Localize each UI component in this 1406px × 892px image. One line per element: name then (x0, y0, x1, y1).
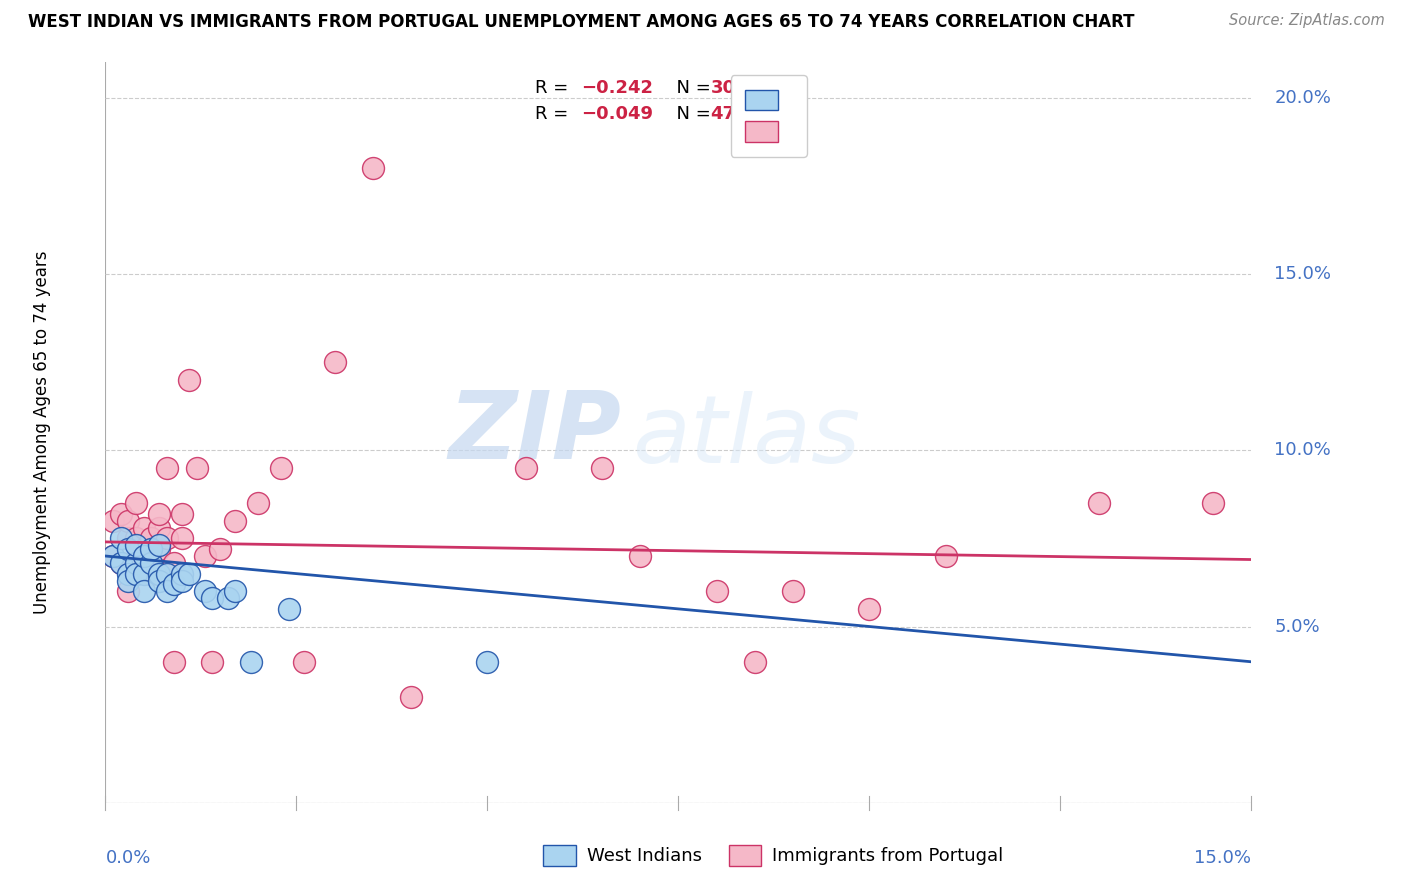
Point (125, 532, 148, 546)
Text: 10.0%: 10.0% (1274, 442, 1331, 459)
Text: −0.242: −0.242 (581, 79, 652, 97)
Point (117, 566, 139, 581)
Text: Source: ZipAtlas.com: Source: ZipAtlas.com (1229, 13, 1385, 29)
Point (179, 373, 201, 387)
Text: N =: N = (665, 105, 716, 123)
Point (628, 549, 651, 563)
Point (132, 541, 155, 556)
Point (515, 461, 537, 475)
Point (270, 461, 292, 475)
Point (101, 549, 124, 563)
Point (141, 541, 163, 556)
Text: 20.0%: 20.0% (1274, 88, 1331, 107)
Point (101, 514, 124, 528)
Point (132, 584, 155, 599)
Point (125, 566, 148, 581)
Point (858, 602, 880, 616)
Text: N =: N = (665, 79, 716, 97)
Text: R =: R = (536, 79, 574, 97)
Point (935, 549, 957, 563)
Point (148, 538, 170, 552)
Point (125, 538, 148, 552)
Point (101, 549, 124, 563)
Point (110, 507, 132, 521)
Point (155, 532, 177, 546)
Text: Unemployment Among Ages 65 to 74 years: Unemployment Among Ages 65 to 74 years (34, 251, 52, 615)
Point (782, 584, 804, 599)
Point (208, 541, 231, 556)
Point (148, 507, 170, 521)
Point (117, 584, 139, 599)
Point (117, 574, 139, 588)
Text: atlas: atlas (633, 391, 860, 482)
Point (179, 566, 201, 581)
Point (239, 655, 262, 669)
Point (148, 574, 170, 588)
Point (477, 655, 499, 669)
Point (277, 602, 299, 616)
Point (361, 161, 384, 176)
Legend:  ,  : , (731, 75, 807, 157)
Point (132, 549, 155, 563)
Text: WEST INDIAN VS IMMIGRANTS FROM PORTUGAL UNEMPLOYMENT AMONG AGES 65 TO 74 YEARS C: WEST INDIAN VS IMMIGRANTS FROM PORTUGAL … (28, 13, 1135, 31)
Point (125, 556, 148, 570)
Point (141, 532, 163, 546)
Point (132, 549, 155, 563)
Point (110, 556, 132, 570)
Point (323, 355, 346, 369)
Text: ZIP: ZIP (449, 386, 621, 479)
Point (170, 532, 193, 546)
Point (292, 655, 315, 669)
Point (1087, 496, 1109, 510)
Point (186, 461, 208, 475)
Point (170, 507, 193, 521)
Point (591, 461, 613, 475)
Point (117, 514, 139, 528)
Text: 30: 30 (710, 79, 735, 97)
Point (155, 461, 177, 475)
Point (744, 655, 766, 669)
Point (117, 532, 139, 546)
Point (110, 556, 132, 570)
Point (163, 577, 186, 591)
Text: −0.049: −0.049 (581, 105, 652, 123)
Point (224, 584, 246, 599)
Point (194, 584, 217, 599)
Text: 15.0%: 15.0% (1194, 848, 1251, 867)
Point (148, 541, 170, 556)
Point (201, 591, 224, 606)
Point (163, 655, 186, 669)
Point (224, 514, 246, 528)
Point (247, 496, 270, 510)
Point (194, 549, 217, 563)
Point (141, 566, 163, 581)
Point (148, 521, 170, 535)
Point (148, 566, 170, 581)
Point (125, 556, 148, 570)
Point (110, 532, 132, 546)
Text: 47: 47 (710, 105, 735, 123)
Point (155, 584, 177, 599)
Point (1202, 496, 1225, 510)
Text: 0.0%: 0.0% (105, 848, 150, 867)
Point (706, 584, 728, 599)
Point (125, 496, 148, 510)
Point (170, 566, 193, 581)
Text: 5.0%: 5.0% (1274, 617, 1320, 635)
Point (201, 655, 224, 669)
Point (117, 541, 139, 556)
Point (155, 566, 177, 581)
Point (217, 591, 239, 606)
Point (141, 556, 163, 570)
Point (141, 541, 163, 556)
Point (132, 521, 155, 535)
Text: R =: R = (536, 105, 574, 123)
Text: 15.0%: 15.0% (1274, 265, 1331, 283)
Point (132, 566, 155, 581)
Point (163, 556, 186, 570)
Legend: West Indians, Immigrants from Portugal: West Indians, Immigrants from Portugal (530, 832, 1017, 879)
Point (399, 690, 422, 704)
Point (170, 574, 193, 588)
